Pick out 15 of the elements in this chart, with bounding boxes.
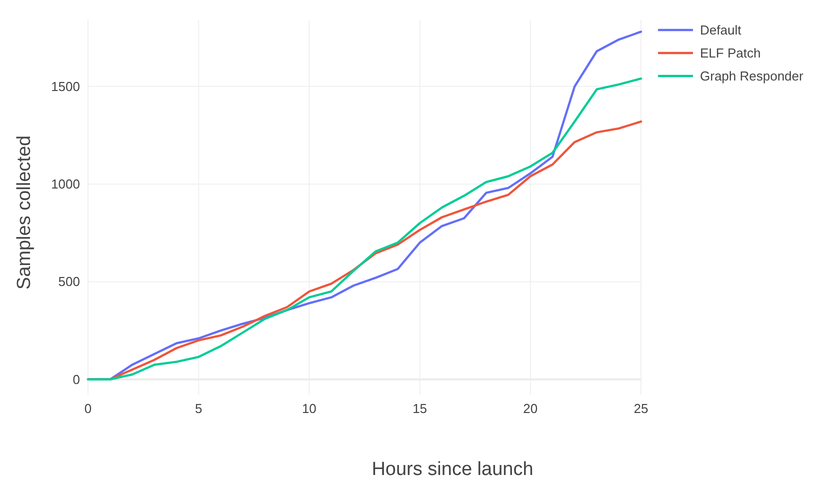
y-tick-label: 1500: [51, 78, 80, 94]
x-tick-label: 15: [412, 401, 428, 416]
legend-label: Default: [700, 22, 742, 38]
x-tick-label: 10: [302, 401, 316, 416]
x-tick-label: 0: [84, 401, 92, 416]
x-tick-label: 5: [194, 401, 202, 416]
legend-label: Graph Responder: [700, 68, 804, 84]
x-tick-label: 20: [523, 401, 538, 416]
y-tick-label: 500: [58, 274, 80, 290]
x-axis-title: Hours since launch: [372, 459, 534, 480]
y-tick-label: 1000: [51, 176, 80, 192]
legend-label: ELF Patch: [700, 46, 761, 60]
x-tick-label: 25: [634, 401, 648, 416]
y-tick-label: 0: [72, 372, 80, 387]
y-axis-title: Samples collected: [14, 135, 35, 290]
